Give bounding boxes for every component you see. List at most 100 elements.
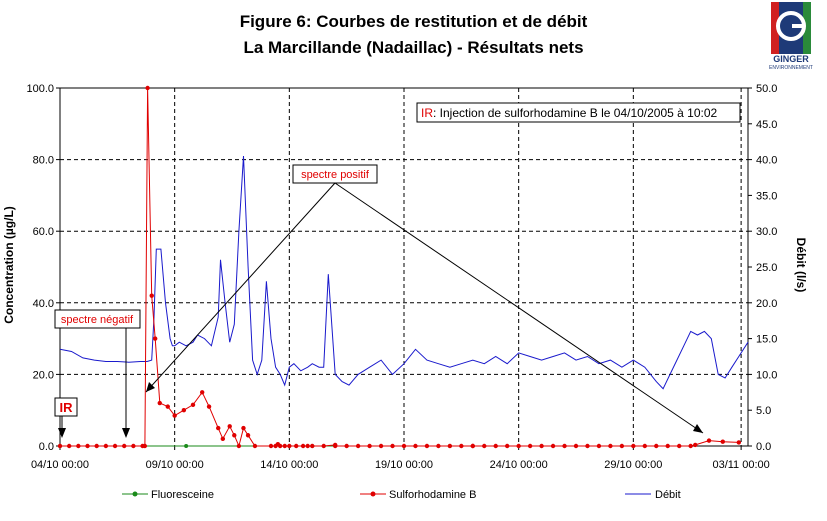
y2-tick-label: 0.0 [756, 441, 771, 453]
y2-tick-label: 5.0 [756, 405, 771, 417]
point-sulforhodamine [413, 443, 418, 449]
point-sulforhodamine [436, 443, 441, 449]
point-sulforhodamine [401, 443, 407, 449]
point-sulforhodamine [665, 443, 670, 449]
point-sulforhodamine [344, 443, 349, 449]
legend: Fluoresceine Sulforhodamine B Débit [122, 489, 681, 501]
point-sulforhodamine [720, 439, 725, 444]
point-sulforhodamine [268, 443, 274, 449]
point-sulforhodamine [390, 443, 395, 449]
point-sulforhodamine [378, 443, 384, 449]
y-axis-left: 0.0 20.0 40.0 60.0 80.0 100.0 [26, 83, 60, 453]
x-tick-label: 29/10 00:00 [604, 459, 662, 471]
point-sulforhodamine [693, 442, 698, 448]
y2-tick-label: 25.0 [756, 262, 777, 274]
legend-label-sulforhodamine: Sulforhodamine B [389, 489, 476, 501]
ir-marker-label: IR [60, 400, 74, 415]
point-sulforhodamine [206, 404, 212, 409]
point-sulforhodamine [245, 433, 251, 438]
y2-tick-label: 30.0 [756, 226, 777, 238]
point-sulforhodamine [527, 443, 533, 449]
ginger-logo: GINGER ENVIRONNEMENT [769, 2, 813, 70]
x-axis: 04/10 00:00 09/10 00:00 14/10 00:00 19/10 0… [31, 446, 770, 471]
point-sulforhodamine [654, 443, 659, 449]
x-tick-label: 19/10 00:00 [375, 459, 433, 471]
point-sulforhodamine [241, 425, 246, 431]
point-sulforhodamine [333, 443, 338, 449]
point-sulforhodamine [550, 443, 556, 449]
spectre-negatif-label: spectre négatif [61, 314, 134, 326]
point-sulforhodamine [688, 443, 693, 449]
point-sulforhodamine [736, 440, 742, 445]
point-sulforhodamine [181, 408, 187, 413]
y-axis-right: 0.0 5.0 10.0 15.0 20.0 25.0 30.0 35.0 40.0 45.0 50… [748, 83, 777, 453]
point-sulforhodamine [172, 413, 177, 418]
point-sulforhodamine [142, 443, 148, 449]
injection-annotation: IR: Injection de sulforhodamine B le 04/… [416, 102, 741, 123]
y-tick-label: 20.0 [33, 369, 54, 381]
legend-item-sulforhodamine: Sulforhodamine B [360, 489, 476, 501]
grid [60, 88, 748, 446]
point-sulforhodamine [57, 443, 63, 449]
point-sulforhodamine [424, 443, 430, 449]
legend-label-debit: Débit [655, 489, 681, 501]
x-tick-label: 14/10 00:00 [260, 459, 318, 471]
point-sulforhodamine [706, 438, 712, 443]
y2-tick-label: 45.0 [756, 119, 777, 131]
y2-tick-label: 10.0 [756, 369, 777, 381]
chart-title-line2: La Marcillande (Nadaillac) - Résultats n… [243, 38, 584, 57]
point-sulforhodamine [287, 443, 292, 449]
point-sulforhodamine [300, 443, 306, 449]
point-sulforhodamine [585, 443, 590, 449]
y-tick-label: 100.0 [26, 83, 54, 95]
point-sulforhodamine [493, 443, 498, 449]
y-tick-label: 0.0 [39, 441, 54, 453]
y-tick-label: 40.0 [33, 298, 54, 310]
point-sulforhodamine [252, 443, 258, 449]
svg-text:ENVIRONNEMENT: ENVIRONNEMENT [769, 65, 813, 70]
y-tick-label: 80.0 [33, 155, 54, 167]
point-sulforhodamine [294, 443, 299, 449]
series-line-debit [59, 155, 749, 390]
point-sulforhodamine [76, 443, 81, 449]
point-sulforhodamine [482, 443, 487, 449]
point-sulforhodamine [282, 443, 287, 449]
x-tick-label: 09/10 00:00 [146, 459, 204, 471]
point-sulforhodamine [149, 293, 154, 298]
y-axis-title: Concentration (µg/L) [2, 206, 16, 324]
x-tick-label: 04/10 00:00 [31, 459, 89, 471]
x-tick-label: 24/10 00:00 [490, 459, 548, 471]
point-sulforhodamine [66, 443, 72, 449]
spectre-positif-annotation: spectre positif [145, 164, 704, 434]
point-sulforhodamine [157, 400, 162, 406]
point-sulforhodamine [85, 443, 90, 449]
point-sulforhodamine [152, 336, 158, 341]
point-sulforhodamine [236, 443, 242, 449]
point-sulforhodamine [216, 425, 221, 431]
chart-title-line1: Figure 6: Courbes de restitution et de d… [239, 12, 588, 31]
point-sulforhodamine [94, 443, 99, 449]
point-sulforhodamine [199, 390, 205, 395]
spectre-positif-label: spectre positif [301, 169, 370, 181]
legend-item-debit: Débit [625, 489, 681, 501]
point-sulforhodamine [677, 443, 682, 449]
point-sulforhodamine [305, 443, 310, 449]
point-sulforhodamine [470, 443, 475, 449]
series-line-sulforhodamine [60, 87, 739, 448]
svg-text:IR: Injection de sulforhodamin: IR: Injection de sulforhodamine B le 04/… [421, 106, 718, 120]
point-sulforhodamine [596, 443, 602, 449]
y-tick-label: 60.0 [33, 226, 54, 238]
point-sulforhodamine [310, 443, 315, 449]
point-sulforhodamine [562, 443, 567, 449]
svg-text:GINGER: GINGER [773, 54, 809, 64]
point-sulforhodamine [112, 443, 118, 449]
point-sulforhodamine [131, 443, 136, 449]
point-sulforhodamine [165, 404, 170, 409]
point-sulforhodamine [608, 443, 613, 449]
point-sulforhodamine [103, 443, 109, 449]
point-sulforhodamine [573, 443, 579, 449]
point-sulforhodamine [122, 443, 127, 449]
point-sulforhodamine [145, 85, 150, 91]
point-sulforhodamine [190, 402, 196, 408]
